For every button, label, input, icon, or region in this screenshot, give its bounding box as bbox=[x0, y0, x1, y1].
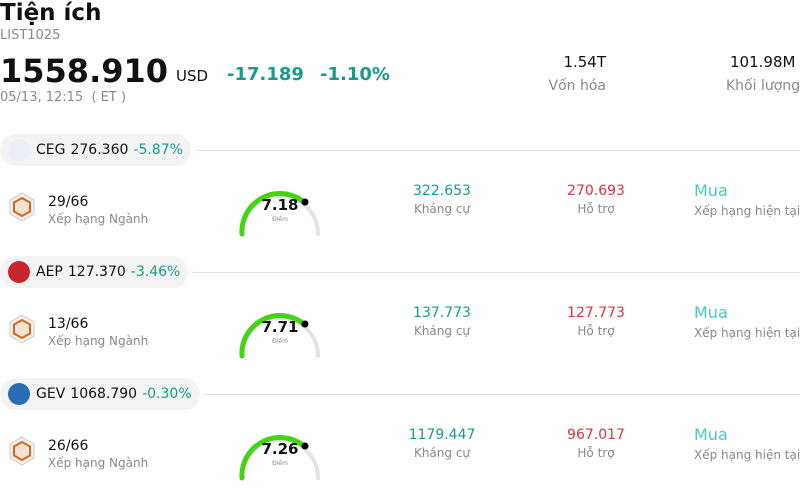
rank: 26/66 bbox=[48, 438, 89, 454]
resistance-label: Kháng cự bbox=[413, 324, 471, 338]
stat-label: Vốn hóa bbox=[548, 78, 606, 94]
rating-label: Xếp hạng hiện tại bbox=[694, 204, 800, 218]
rank: 13/66 bbox=[48, 316, 89, 332]
divider bbox=[192, 272, 800, 273]
score: 7.18 bbox=[261, 196, 299, 214]
rank-icon bbox=[9, 192, 35, 222]
ticker: AEP bbox=[36, 264, 63, 280]
score-gauge bbox=[239, 191, 320, 237]
rating-label: Xếp hạng hiện tại bbox=[694, 326, 800, 340]
stock-pill: CEG 276.360 -5.87% bbox=[0, 134, 191, 166]
divider bbox=[203, 394, 800, 395]
change-pct: -1.10% bbox=[320, 64, 390, 85]
list-id: LIST1025 bbox=[0, 28, 61, 43]
rank-label: Xếp hạng Ngành bbox=[48, 456, 149, 470]
title: Tiện ích bbox=[0, 0, 102, 26]
score-label: Điểm bbox=[272, 216, 288, 223]
resistance: 322.653 bbox=[413, 183, 471, 199]
stock-price: 127.370 bbox=[67, 264, 126, 280]
score: 7.71 bbox=[261, 318, 299, 336]
stock-price: 276.360 bbox=[70, 142, 129, 158]
divider bbox=[194, 150, 800, 151]
company-logo bbox=[8, 139, 30, 161]
rating: Mua bbox=[694, 303, 728, 322]
support-label: Hỗ trợ bbox=[577, 324, 615, 338]
stat-value: 1.54T bbox=[563, 53, 606, 71]
resistance-label: Kháng cự bbox=[413, 202, 471, 216]
rank-label: Xếp hạng Ngành bbox=[48, 334, 149, 348]
stock-change: -5.87% bbox=[133, 142, 183, 158]
rank: 29/66 bbox=[48, 194, 89, 210]
support: 127.773 bbox=[567, 305, 625, 321]
score-label: Điểm bbox=[272, 460, 288, 467]
rank-icon bbox=[9, 314, 35, 344]
currency: USD bbox=[176, 67, 209, 85]
rank-icon bbox=[9, 436, 35, 466]
stock-change: -0.30% bbox=[142, 386, 192, 402]
price: 1558.910 bbox=[0, 52, 169, 90]
stat-label: Khối lượng bbox=[726, 78, 800, 94]
score-gauge bbox=[239, 313, 320, 359]
stat-value: 101.98M bbox=[730, 53, 796, 71]
ticker: CEG bbox=[36, 142, 66, 158]
stock-pill: GEV 1068.790 -0.30% bbox=[0, 378, 200, 410]
company-logo bbox=[8, 261, 30, 283]
stock-price: 1068.790 bbox=[70, 386, 138, 402]
rating: Mua bbox=[694, 181, 728, 200]
resistance: 1179.447 bbox=[408, 427, 476, 443]
score-gauge bbox=[239, 435, 320, 481]
support-label: Hỗ trợ bbox=[577, 202, 615, 216]
company-logo bbox=[8, 383, 30, 405]
score-label: Điểm bbox=[272, 338, 288, 345]
resistance: 137.773 bbox=[413, 305, 471, 321]
stock-change: -3.46% bbox=[130, 264, 181, 280]
support: 967.017 bbox=[567, 427, 625, 443]
timestamp: 05/13, 12:15 ( ET ) bbox=[0, 90, 127, 105]
change: -17.189 bbox=[227, 64, 304, 85]
rank-label: Xếp hạng Ngành bbox=[48, 212, 149, 226]
rating-label: Xếp hạng hiện tại bbox=[694, 448, 800, 462]
score: 7.26 bbox=[261, 440, 299, 458]
resistance-label: Kháng cự bbox=[413, 446, 471, 460]
stock-pill: AEP 127.370 -3.46% bbox=[0, 256, 189, 288]
ticker: GEV bbox=[36, 386, 66, 402]
support-label: Hỗ trợ bbox=[577, 446, 615, 460]
rating: Mua bbox=[694, 425, 728, 444]
support: 270.693 bbox=[567, 183, 625, 199]
